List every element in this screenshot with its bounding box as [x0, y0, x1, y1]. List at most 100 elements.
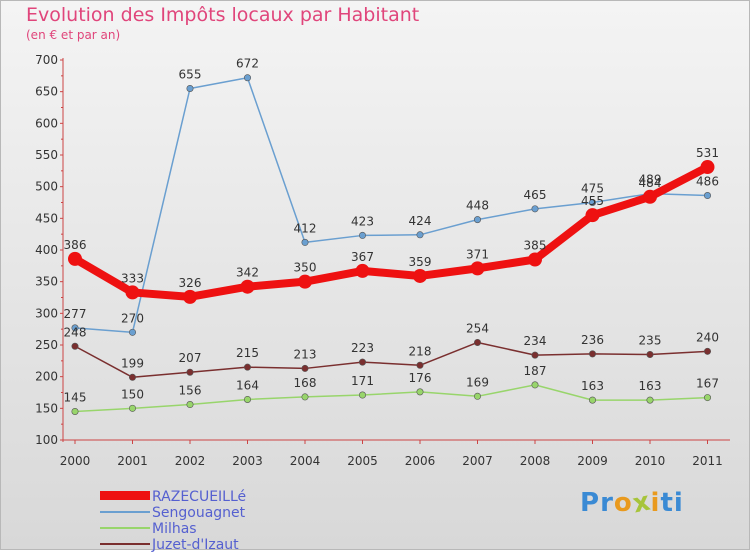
data-point-sengouagnet	[588, 199, 596, 207]
data-point-juzet-d-izaut	[186, 368, 194, 376]
data-label-juzet-d-izaut: 218	[409, 344, 432, 358]
data-label-razecueill: 342	[236, 266, 259, 280]
data-point-sengouagnet	[358, 231, 366, 239]
legend-swatch	[100, 543, 150, 545]
legend-swatch	[100, 491, 150, 500]
data-point-juzet-d-izaut	[646, 350, 654, 358]
data-label-sengouagnet: 423	[351, 214, 374, 228]
y-tick-label: 450	[35, 211, 58, 225]
logo-letter: r	[600, 488, 614, 518]
data-label-juzet-d-izaut: 236	[581, 333, 604, 347]
legend-swatch	[100, 511, 150, 513]
data-label-juzet-d-izaut: 240	[696, 330, 719, 344]
data-label-juzet-d-izaut: 254	[466, 321, 489, 335]
legend-swatch	[100, 527, 150, 529]
data-label-milhas: 145	[64, 391, 87, 405]
data-point-juzet-d-izaut	[358, 358, 366, 366]
data-point-juzet-d-izaut	[473, 338, 481, 346]
data-label-juzet-d-izaut: 213	[294, 347, 317, 361]
data-label-razecueill: 531	[696, 146, 719, 160]
data-label-milhas: 156	[179, 384, 202, 398]
data-label-juzet-d-izaut: 234	[524, 334, 547, 348]
data-label-razecueill: 359	[409, 255, 432, 269]
y-tick-label: 650	[35, 85, 58, 99]
data-label-sengouagnet: 486	[696, 175, 719, 189]
data-point-sengouagnet	[244, 74, 252, 82]
data-label-sengouagnet: 424	[409, 214, 432, 228]
data-point-milhas	[186, 401, 194, 409]
series-line-razecueill	[71, 163, 712, 301]
series-line-milhas	[74, 384, 709, 413]
data-point-razecueill	[700, 160, 715, 175]
x-tick-label: 2001	[117, 454, 148, 468]
data-label-razecueill: 350	[294, 261, 317, 275]
data-point-razecueill	[643, 189, 657, 204]
y-tick-label: 200	[35, 370, 58, 384]
data-label-razecueill: 386	[64, 238, 87, 252]
data-point-razecueill	[125, 285, 140, 300]
data-label-juzet-d-izaut: 199	[121, 356, 144, 370]
data-point-juzet-d-izaut	[301, 364, 309, 372]
data-point-razecueill	[183, 289, 197, 304]
data-label-milhas: 167	[696, 377, 719, 391]
data-label-sengouagnet: 412	[294, 221, 317, 235]
x-tick-label: 2000	[60, 454, 91, 468]
chart-subtitle: (en € et par an)	[26, 28, 121, 42]
x-tick-label: 2010	[635, 454, 666, 468]
data-point-sengouagnet	[531, 205, 539, 213]
data-label-razecueill: 367	[351, 250, 374, 264]
data-label-razecueill: 371	[466, 247, 489, 261]
data-point-razecueill	[528, 252, 542, 267]
data-label-razecueill: 484	[639, 176, 662, 190]
legend-label: Milhas	[152, 521, 197, 537]
data-point-razecueill	[470, 261, 485, 276]
data-label-juzet-d-izaut: 215	[236, 346, 259, 360]
y-tick-label: 350	[35, 275, 58, 289]
data-point-juzet-d-izaut	[703, 347, 711, 355]
data-point-milhas	[703, 394, 711, 402]
data-point-sengouagnet	[416, 231, 424, 239]
data-label-sengouagnet: 489	[639, 173, 662, 187]
x-tick-label: 2003	[232, 454, 263, 468]
data-label-milhas: 169	[466, 375, 489, 389]
x-tick-label: 2007	[462, 454, 493, 468]
data-label-razecueill: 455	[581, 194, 604, 208]
data-label-milhas: 171	[351, 374, 374, 388]
data-label-sengouagnet: 270	[121, 311, 144, 325]
series-line-juzet-d-izaut	[74, 341, 709, 379]
data-point-juzet-d-izaut	[531, 351, 539, 359]
data-point-milhas	[588, 396, 596, 404]
data-point-razecueill	[240, 279, 255, 294]
x-tick-label: 2004	[290, 454, 321, 468]
proxiti-logo: Proxiti	[580, 486, 684, 519]
data-label-juzet-d-izaut: 207	[179, 351, 202, 365]
x-tick-label: 2011	[692, 454, 723, 468]
data-point-razecueill	[413, 268, 427, 283]
data-label-razecueill: 333	[121, 271, 144, 285]
data-label-milhas: 164	[236, 378, 259, 392]
x-tick-label: 2005	[347, 454, 378, 468]
y-tick-label: 600	[35, 116, 58, 130]
data-point-milhas	[416, 388, 424, 396]
data-label-razecueill: 326	[179, 276, 202, 290]
data-point-milhas	[646, 396, 654, 404]
data-label-milhas: 187	[524, 364, 547, 378]
data-point-milhas	[473, 392, 481, 400]
x-tick-label: 2006	[405, 454, 436, 468]
data-point-razecueill	[585, 208, 600, 223]
data-label-sengouagnet: 672	[236, 57, 259, 71]
y-tick-label: 400	[35, 243, 58, 257]
data-point-razecueill	[355, 263, 370, 278]
y-tick-label: 150	[35, 401, 58, 415]
y-tick-label: 500	[35, 180, 58, 194]
data-point-razecueill	[68, 251, 82, 266]
legend-label: Sengouagnet	[152, 505, 246, 521]
logo-letter: i	[673, 488, 684, 518]
data-point-juzet-d-izaut	[71, 342, 79, 350]
data-label-juzet-d-izaut: 248	[64, 325, 87, 339]
chart-title: Evolution des Impôts locaux par Habitant	[26, 4, 420, 26]
logo-letter: i	[650, 488, 661, 518]
x-tick-label: 2002	[175, 454, 206, 468]
y-tick-label: 700	[35, 53, 58, 67]
data-label-sengouagnet: 475	[581, 182, 604, 196]
